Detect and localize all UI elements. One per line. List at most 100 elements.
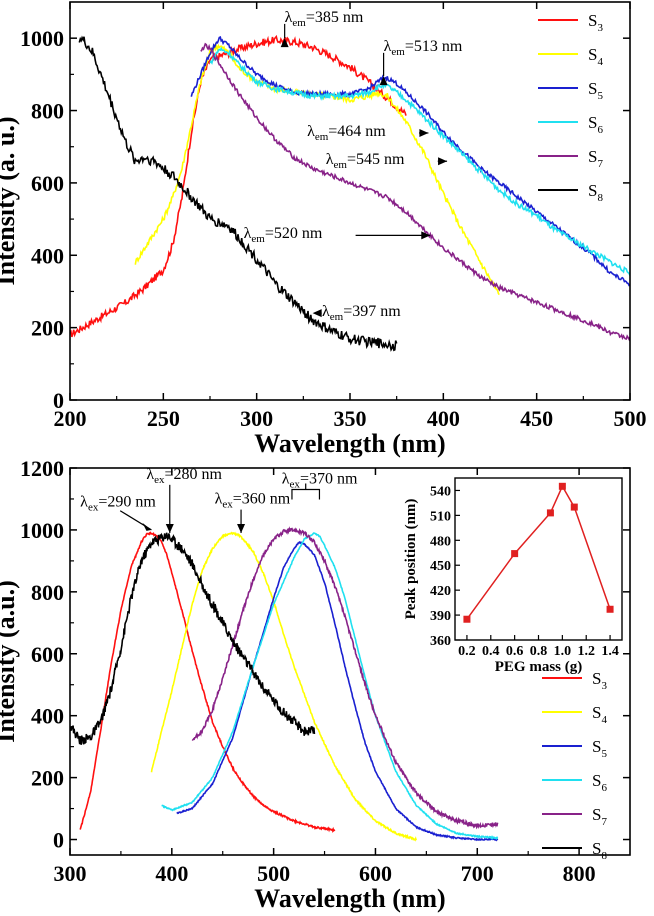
legend-label-letter: S (588, 147, 597, 166)
inset-data-point (511, 550, 519, 558)
legend-label-index: 8 (597, 192, 603, 204)
series-line-s5 (190, 36, 630, 287)
annotation-arrow-head (142, 522, 152, 531)
legend-label-index: 7 (601, 816, 607, 828)
annotation-arrow-head (379, 76, 388, 86)
legend-label-index: 6 (601, 782, 607, 794)
annotation-arrow-head (312, 309, 322, 318)
annotation-3-symbol: λ (282, 470, 290, 487)
annotation-1: λex=280 nm (146, 466, 222, 486)
legend-label-index: 5 (597, 90, 603, 102)
x-tick-label: 500 (614, 406, 647, 431)
x-tick-label: 300 (54, 861, 87, 886)
annotation-3: λem=545 nm (326, 151, 405, 171)
annotation-2-value: =464 nm (328, 123, 386, 140)
legend-label-index: 7 (597, 158, 603, 170)
legend-label-s8: S8 (588, 181, 603, 204)
annotation-0: λex=290 nm (80, 494, 156, 514)
annotation-arrow-head (237, 524, 246, 534)
top-panel: 200 250 300 350 400 450 50002004006008001000Wa… (0, 1, 647, 458)
x-tick-label: 450 (520, 406, 553, 431)
y-axis-label: Intensity (a. u.) (0, 116, 20, 285)
legend-label-s7: S7 (588, 147, 603, 170)
annotation-4: λem=520 nm (244, 225, 323, 245)
x-tick-label: 600 (359, 861, 392, 886)
legend-label-letter: S (588, 113, 597, 132)
x-axis-label: Wavelength (nm) (254, 429, 445, 458)
legend-label-index: 3 (597, 22, 603, 34)
legend-label-s6: S6 (588, 113, 603, 136)
x-tick-label: 700 (461, 861, 494, 886)
legend-label-letter: S (592, 703, 601, 722)
legend-label-letter: S (592, 805, 601, 824)
legend-label-s3: S3 (592, 669, 607, 692)
inset-x-tick-label: 1.4 (601, 644, 619, 659)
annotation-1-sub: em (391, 46, 405, 58)
y-tick-label: 0 (53, 828, 64, 853)
y-tick-label: 200 (31, 316, 64, 341)
annotation-0: λem=385 nm (285, 9, 364, 29)
annotation-1-sub: ex (154, 474, 165, 486)
annotation-0-sub: ex (88, 502, 99, 514)
annotation-3-symbol: λ (326, 151, 334, 168)
bottom-panel: 300 400 500 600 700 800 0 200 400 600 800 1000 1200 W… (0, 456, 631, 913)
inset-y-tick-label: 360 (430, 634, 451, 649)
inset-y-tick-label: 390 (430, 609, 451, 624)
annotation-3: λex=370 nm (282, 470, 358, 490)
series-line-s6 (161, 532, 499, 841)
series-line-s5 (176, 540, 499, 842)
legend-label-letter: S (592, 839, 601, 858)
annotation-arrow-head (280, 38, 289, 48)
annotation-arrow-head (421, 231, 431, 240)
legend-label-index: 8 (601, 850, 607, 862)
annotation-2-sub: ex (222, 499, 233, 511)
series-line-s4 (150, 531, 417, 842)
legend-label-letter: S (592, 737, 601, 756)
annotation-4-sub: em (251, 233, 265, 245)
y-tick-label: 800 (31, 99, 64, 124)
legend-label-letter: S (588, 45, 597, 64)
inset-y-axis-label: Peak position (nm) (403, 499, 419, 620)
inset-frame (454, 477, 623, 641)
annotation-2-value: =360 nm (233, 491, 291, 508)
series-line-s3 (79, 531, 336, 834)
annotation-5-value: =397 nm (343, 303, 401, 320)
legend-label-s4: S4 (588, 45, 603, 68)
inset-x-tick-label: 1.2 (577, 644, 595, 659)
inset-data-point (546, 509, 554, 517)
annotation-3-value: =370 nm (300, 470, 358, 487)
inset-y-tick-label: 480 (430, 534, 451, 549)
y-tick-label: 600 (31, 171, 64, 196)
inset-y-tick-label: 540 (430, 484, 451, 499)
annotation-0-sub: em (292, 17, 306, 29)
annotation-0-symbol: λ (80, 494, 88, 511)
series-line-s6 (209, 46, 630, 276)
annotation-5: λem=397 nm (322, 303, 401, 323)
inset-data-point (606, 605, 614, 613)
series-line-s8 (70, 532, 316, 745)
annotation-2-sub: em (315, 131, 329, 143)
annotation-2: λex=360 nm (215, 491, 291, 511)
annotation-3-value: =545 nm (347, 151, 405, 168)
annotation-2: λem=464 nm (307, 123, 386, 143)
inset-data-point (463, 615, 471, 623)
y-tick-label: 0 (53, 388, 64, 413)
x-tick-label: 350 (334, 406, 367, 431)
y-axis-label: Intensity (a.u.) (0, 580, 20, 743)
plot-frame (69, 467, 631, 856)
inset-x-tick-label: 0.6 (506, 644, 524, 659)
legend-label-s4: S4 (592, 703, 607, 726)
legend-label-s8: S8 (592, 839, 607, 862)
inset-x-tick-label: 0.2 (458, 644, 476, 659)
legend-label-s6: S6 (592, 771, 607, 794)
x-tick-label: 800 (563, 861, 596, 886)
annotation-2-symbol: λ (215, 491, 223, 508)
annotation-bracket (291, 488, 321, 500)
annotation-arrow-head (419, 128, 429, 137)
legend-label-letter: S (592, 669, 601, 688)
annotation-1-symbol: λ (146, 466, 154, 483)
legend-label-index: 4 (597, 56, 603, 68)
annotation-1-value: =280 nm (165, 466, 223, 483)
legend-label-index: 4 (601, 714, 607, 726)
